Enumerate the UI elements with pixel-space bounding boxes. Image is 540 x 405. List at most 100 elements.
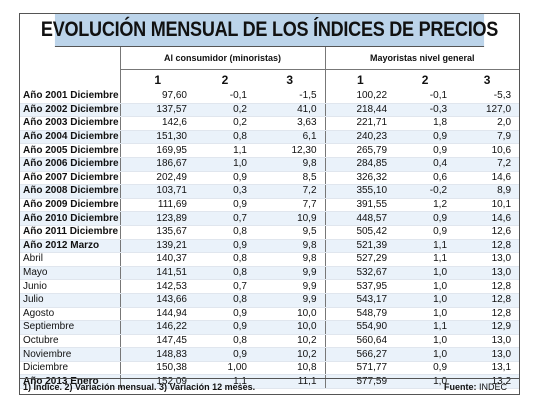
value-cell: 7,9: [455, 130, 520, 145]
table-row: Año 2010 Diciembre 123,89 0,7 10,9 448,57 0,9…: [20, 211, 520, 226]
value-cell: 0,8: [195, 293, 255, 308]
footnotes: 1) Índice. 2) Variación mensual. 3) Vari…: [23, 381, 256, 392]
value-cell: 0,4: [395, 157, 456, 172]
value-cell: 137,57: [119, 103, 195, 118]
value-cell: 9,8: [255, 252, 326, 267]
value-cell: 1,2: [395, 198, 456, 213]
value-cell: 560,64: [324, 334, 396, 349]
value-cell: 142,53: [119, 279, 195, 294]
table-row: Abril 140,37 0,8 9,8 527,29 1,1 13,0: [20, 252, 520, 267]
value-cell: 521,39: [324, 239, 396, 254]
table-title: EVOLUCIÓN MENSUAL DE LOS ÍNDICES DE PREC…: [41, 14, 498, 47]
row-label: Año 2011 Diciembre: [20, 225, 120, 240]
value-cell: 9,9: [255, 293, 326, 308]
price-index-table-panel: EVOLUCIÓN MENSUAL DE LOS ÍNDICES DE PREC…: [19, 13, 520, 395]
value-cell: 284,85: [324, 157, 396, 172]
value-cell: 12,8: [455, 279, 520, 294]
value-cell: 1,00: [195, 361, 255, 376]
value-cell: 3,63: [255, 116, 326, 131]
row-label: Año 2002 Diciembre: [20, 103, 120, 118]
value-cell: 7,7: [255, 198, 326, 213]
value-cell: 391,55: [324, 198, 396, 213]
row-label: Año 2012 Marzo: [20, 239, 120, 254]
row-label: Año 2009 Diciembre: [20, 198, 120, 213]
value-cell: 0,8: [195, 252, 255, 267]
value-cell: 221,71: [324, 116, 396, 131]
value-cell: -0,1: [395, 90, 456, 104]
value-cell: 0,9: [195, 239, 255, 254]
value-cell: 14,6: [455, 211, 520, 226]
value-cell: 571,77: [324, 361, 396, 376]
value-cell: 10,1: [455, 198, 520, 213]
value-cell: 9,5: [255, 225, 326, 240]
value-cell: 0,9: [195, 320, 255, 335]
group-header-consumidor: Al consumidor (minoristas): [119, 47, 326, 70]
value-cell: 202,49: [119, 171, 195, 186]
value-cell: 9,9: [255, 279, 326, 294]
row-label: Año 2003 Diciembre: [20, 116, 120, 131]
value-cell: 12,8: [455, 239, 520, 254]
table-row: Septiembre 146,22 0,9 10,0 554,90 1,1 12,9: [20, 320, 520, 335]
group-header-mayoristas: Mayoristas nivel general: [324, 47, 520, 70]
value-cell: 1,0: [395, 347, 456, 362]
value-cell: 0,9: [395, 225, 456, 240]
table-row: Año 2008 Diciembre 103,71 0,3 7,2 355,10 -0,2…: [20, 184, 520, 199]
value-cell: 13,0: [455, 266, 520, 281]
table-row: Año 2012 Marzo 139,21 0,9 9,8 521,39 1,1 12,8: [20, 239, 520, 254]
value-cell: 151,30: [119, 130, 195, 145]
value-cell: 12,8: [455, 307, 520, 322]
value-cell: 0,9: [195, 198, 255, 213]
value-cell: 1,0: [395, 307, 456, 322]
value-cell: -0,1: [195, 90, 255, 104]
value-cell: 1,1: [395, 252, 456, 267]
value-cell: 527,29: [324, 252, 396, 267]
column-header: 2: [195, 69, 255, 90]
row-label: Año 2006 Diciembre: [20, 157, 120, 172]
value-cell: 0,9: [195, 347, 255, 362]
value-cell: 140,37: [119, 252, 195, 267]
table-row: Mayo 141,51 0,8 9,9 532,67 1,0 13,0: [20, 266, 520, 281]
value-cell: 9,9: [255, 266, 326, 281]
value-cell: 144,94: [119, 307, 195, 322]
column-header: 3: [455, 69, 520, 90]
value-cell: -1,5: [255, 90, 326, 104]
table-row: Agosto 144,94 0,9 10,0 548,79 1,0 12,8: [20, 307, 520, 322]
value-cell: 326,32: [324, 171, 396, 186]
column-header: 3: [255, 69, 326, 90]
value-cell: 123,89: [119, 211, 195, 226]
value-cell: 265,79: [324, 143, 396, 158]
value-cell: 146,22: [119, 320, 195, 335]
row-label: Año 2001 Diciembre: [20, 90, 120, 104]
table-footer: 1) Índice. 2) Variación mensual. 3) Vari…: [20, 378, 519, 394]
corner-cell: [20, 70, 120, 91]
value-cell: -0,2: [395, 184, 456, 199]
value-cell: 0,9: [395, 143, 456, 158]
row-label: Año 2004 Diciembre: [20, 130, 120, 145]
value-cell: 1,0: [395, 334, 456, 349]
value-cell: 537,95: [324, 279, 396, 294]
row-label: Año 2007 Diciembre: [20, 171, 120, 186]
value-cell: 0,8: [195, 266, 255, 281]
value-cell: 0,9: [395, 361, 456, 376]
value-cell: 13,0: [455, 252, 520, 267]
value-cell: 543,17: [324, 293, 396, 308]
value-cell: 10,0: [255, 320, 326, 335]
value-cell: 0,8: [195, 130, 255, 145]
table-row: Diciembre 150,38 1,00 10,8 571,77 0,9 13,1: [20, 361, 520, 376]
value-cell: 10,8: [255, 361, 326, 376]
value-cell: 127,0: [455, 103, 520, 118]
source-note: Fuente: INDEC: [444, 382, 507, 392]
value-cell: 0,9: [195, 171, 255, 186]
row-label: Junio: [20, 279, 120, 294]
value-cell: 100,22: [324, 90, 396, 104]
value-cell: 147,45: [119, 334, 195, 349]
value-cell: 14,6: [455, 171, 520, 186]
value-cell: 186,67: [119, 157, 195, 172]
value-cell: 135,67: [119, 225, 195, 240]
value-cell: 0,7: [195, 211, 255, 226]
row-label: Octubre: [20, 334, 120, 349]
value-cell: 10,2: [255, 334, 326, 349]
value-cell: 0,3: [195, 184, 255, 199]
value-cell: 10,6: [455, 143, 520, 158]
value-cell: 13,1: [455, 361, 520, 376]
